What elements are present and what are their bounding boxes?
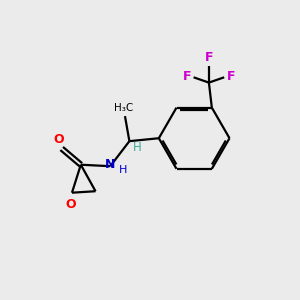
Text: O: O <box>53 133 64 146</box>
Text: H₃C: H₃C <box>114 103 133 113</box>
Text: N: N <box>105 158 116 171</box>
Text: F: F <box>183 70 191 83</box>
Text: H: H <box>133 141 142 154</box>
Text: O: O <box>65 198 76 211</box>
Text: F: F <box>226 70 235 83</box>
Text: H: H <box>118 165 127 175</box>
Text: F: F <box>205 51 213 64</box>
